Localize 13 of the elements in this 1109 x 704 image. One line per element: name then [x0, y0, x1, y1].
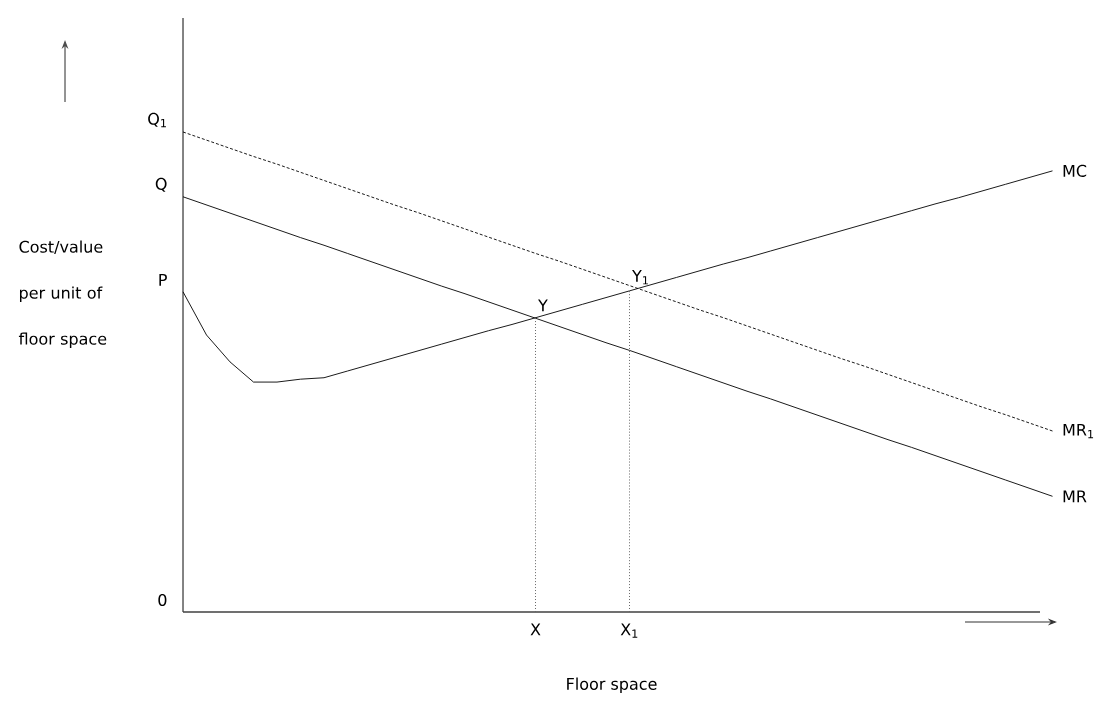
text: Cost/value per unit of floor space [18, 240, 107, 348]
annotation: Y$_{1}$ [632, 270, 648, 285]
text: Q$_{1}$ [148, 112, 166, 128]
series-label: MR$_{1}$ [1063, 423, 1094, 439]
text: 0 [158, 593, 167, 607]
x-tick-label: X$_{1}$ [620, 623, 638, 638]
text: Q [155, 177, 167, 192]
x-tick-label: X [530, 623, 541, 636]
annotation: Y [538, 299, 548, 312]
series-label: MR [1063, 490, 1087, 503]
series-label: MC [1063, 164, 1087, 177]
text: P [159, 273, 167, 286]
x-axis-title: Floor space [567, 677, 657, 693]
